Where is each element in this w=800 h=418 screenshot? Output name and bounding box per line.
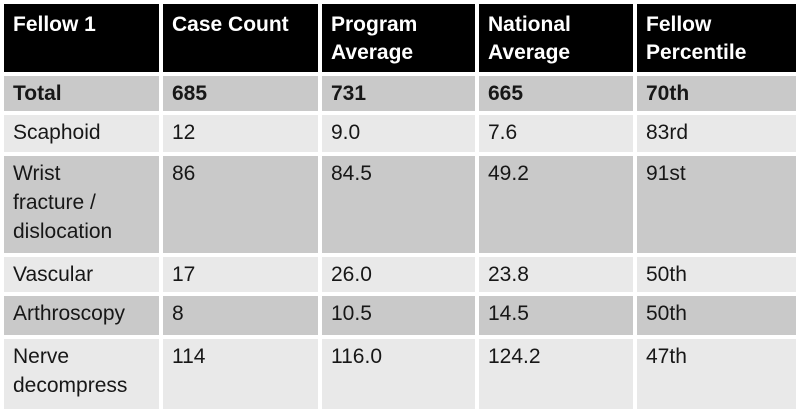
value-cell: 26.0 — [322, 257, 475, 292]
value-cell: 91st — [637, 156, 796, 253]
value-cell: 50th — [637, 257, 796, 292]
value-cell: 685 — [163, 76, 318, 111]
row-label-cell: Nerve decompress — [4, 339, 159, 409]
value-cell: 114 — [163, 339, 318, 409]
value-cell: 49.2 — [479, 156, 633, 253]
value-cell: 70th — [637, 76, 796, 111]
table-row: Vascular 17 26.0 23.8 50th — [4, 257, 796, 292]
value-cell: 84.5 — [322, 156, 475, 253]
value-cell: 12 — [163, 115, 318, 152]
row-label-cell: Total — [4, 76, 159, 111]
value-cell: 14.5 — [479, 296, 633, 335]
table-row: Wrist fracture / dislocation 86 84.5 49.2 91… — [4, 156, 796, 253]
value-cell: 8 — [163, 296, 318, 335]
row-label-cell: Vascular — [4, 257, 159, 292]
value-cell: 10.5 — [322, 296, 475, 335]
row-label-cell: Wrist fracture / dislocation — [4, 156, 159, 253]
table-body: Total 685 731 665 70th Scaphoid 12 9.0 7.6 83rd Wr… — [4, 76, 796, 409]
value-cell: 7.6 — [479, 115, 633, 152]
value-cell: 731 — [322, 76, 475, 111]
table-row: Arthroscopy 8 10.5 14.5 50th — [4, 296, 796, 335]
value-cell: 83rd — [637, 115, 796, 152]
column-header-fellow: Fellow 1 — [4, 4, 159, 72]
column-header-national-average: National Average — [479, 4, 633, 72]
row-label-cell: Arthroscopy — [4, 296, 159, 335]
row-label-cell: Scaphoid — [4, 115, 159, 152]
table-row: Total 685 731 665 70th — [4, 76, 796, 111]
table-row: Nerve decompress 114 116.0 124.2 47th — [4, 339, 796, 409]
value-cell: 50th — [637, 296, 796, 335]
column-header-program-average: Program Average — [322, 4, 475, 72]
value-cell: 665 — [479, 76, 633, 111]
value-cell: 9.0 — [322, 115, 475, 152]
value-cell: 17 — [163, 257, 318, 292]
table-row: Scaphoid 12 9.0 7.6 83rd — [4, 115, 796, 152]
value-cell: 86 — [163, 156, 318, 253]
value-cell: 116.0 — [322, 339, 475, 409]
column-header-fellow-percentile: Fellow Percentile — [637, 4, 796, 72]
value-cell: 124.2 — [479, 339, 633, 409]
value-cell: 23.8 — [479, 257, 633, 292]
column-header-case-count: Case Count — [163, 4, 318, 72]
table-header-row: Fellow 1 Case Count Program Average Nati… — [4, 4, 796, 72]
value-cell: 47th — [637, 339, 796, 409]
